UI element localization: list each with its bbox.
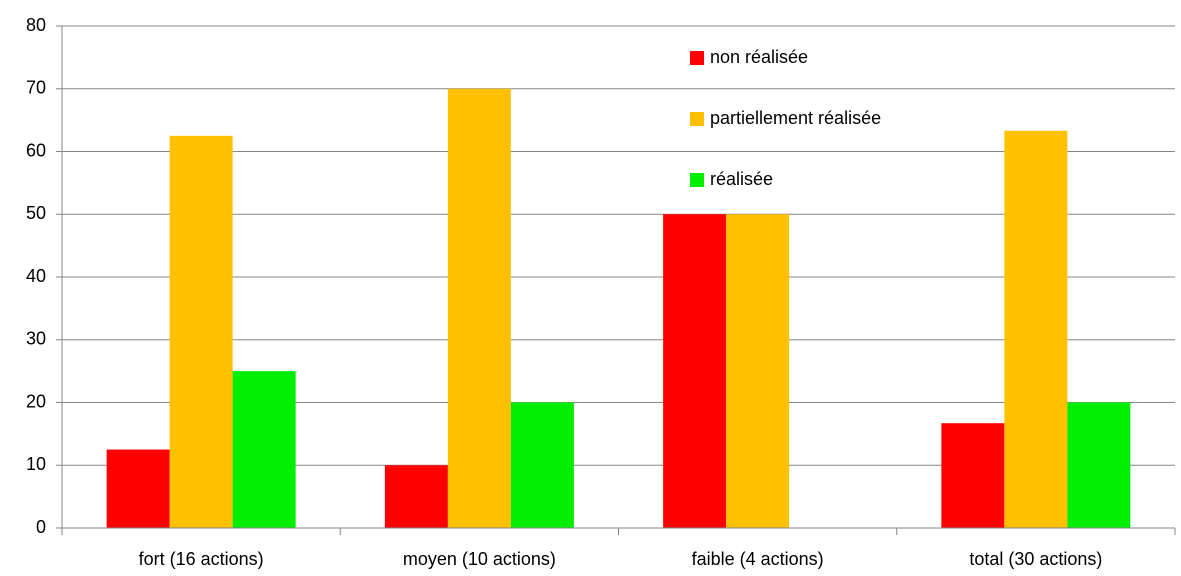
y-tick-label: 30 bbox=[26, 329, 46, 349]
y-tick-label: 0 bbox=[36, 517, 46, 537]
y-tick-label: 60 bbox=[26, 140, 46, 160]
bar bbox=[169, 135, 233, 528]
x-tick-label: fort (16 actions) bbox=[139, 549, 264, 569]
bar bbox=[384, 465, 448, 528]
bar bbox=[663, 214, 727, 528]
bar bbox=[106, 449, 170, 528]
legend-label: non réalisée bbox=[710, 47, 808, 67]
y-tick-label: 80 bbox=[26, 15, 46, 35]
legend-swatch bbox=[690, 173, 704, 187]
legend-swatch bbox=[690, 51, 704, 65]
y-tick-label: 70 bbox=[26, 78, 46, 98]
y-tick-label: 50 bbox=[26, 203, 46, 223]
bar bbox=[510, 402, 574, 528]
bar bbox=[1067, 402, 1131, 528]
bar bbox=[232, 371, 296, 528]
y-tick-label: 20 bbox=[26, 391, 46, 411]
x-tick-label: faible (4 actions) bbox=[692, 549, 824, 569]
bar bbox=[726, 214, 790, 528]
legend-swatch bbox=[690, 112, 704, 126]
legend-label: réalisée bbox=[710, 169, 773, 189]
x-tick-label: total (30 actions) bbox=[969, 549, 1102, 569]
y-tick-label: 10 bbox=[26, 454, 46, 474]
bar bbox=[1004, 130, 1068, 529]
y-tick-label: 40 bbox=[26, 266, 46, 286]
bar bbox=[941, 423, 1005, 528]
bar bbox=[447, 88, 511, 528]
legend-label: partiellement réalisée bbox=[710, 108, 881, 128]
x-tick-label: moyen (10 actions) bbox=[403, 549, 556, 569]
